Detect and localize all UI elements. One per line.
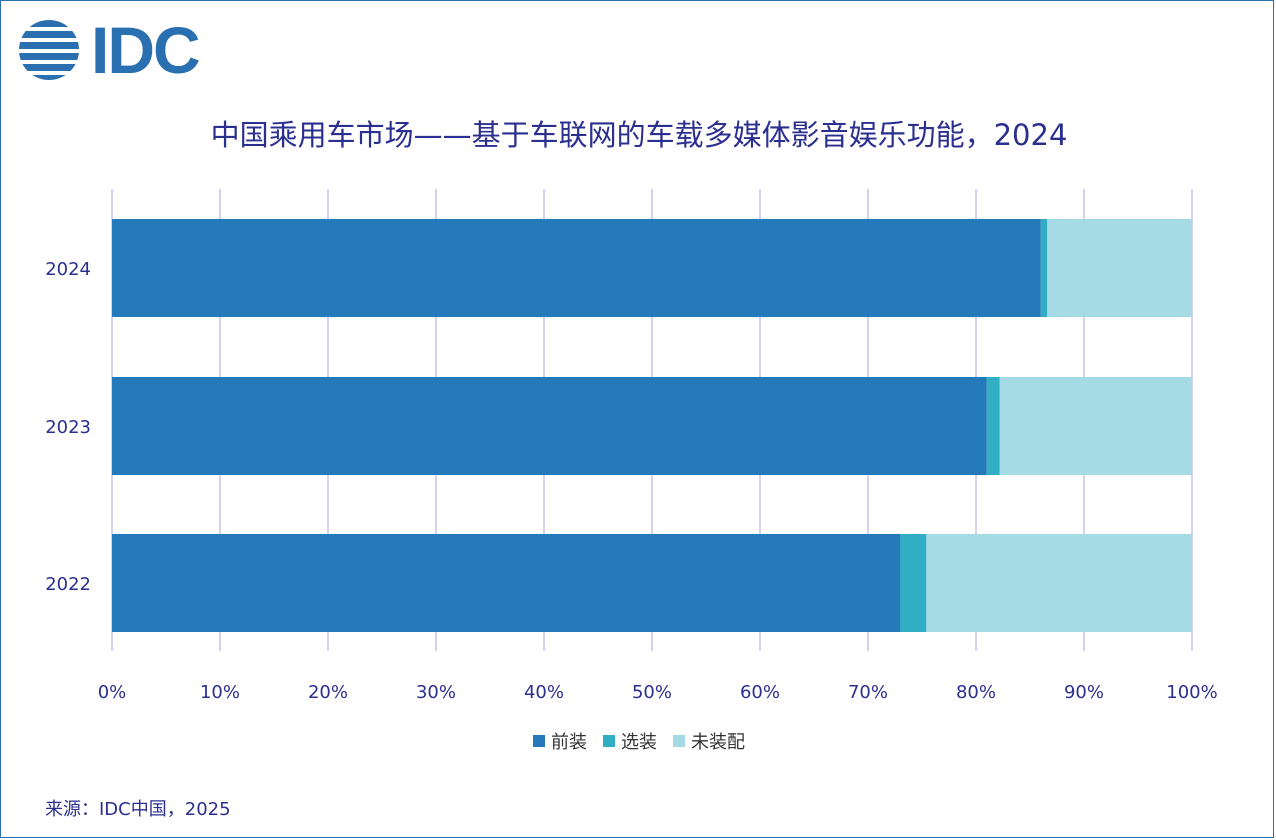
bar-chart: 0% 10% 20% 30% 40% 50% 60% 70% 80% 90% 100% 2024 202… xyxy=(45,189,1218,703)
logo-text: IDC xyxy=(91,13,201,87)
y-category-label: 2022 xyxy=(45,574,91,595)
x-tick-label: 90% xyxy=(1064,682,1104,703)
x-tick-label: 50% xyxy=(632,682,672,703)
bar-segment xyxy=(999,377,1192,475)
x-tick-label: 100% xyxy=(1166,682,1217,703)
x-tick-label: 40% xyxy=(524,682,564,703)
legend-swatch xyxy=(533,735,545,747)
source-note: 来源：IDC中国，2025 xyxy=(45,799,231,820)
x-tick-label: 80% xyxy=(956,682,996,703)
chart-legend: 前装 选装 未装配 xyxy=(1,728,1276,754)
bar-segment xyxy=(112,377,987,475)
legend-item-not-installed: 未装配 xyxy=(673,728,745,754)
legend-item-optional-install: 选装 xyxy=(603,728,657,754)
x-tick-label: 30% xyxy=(416,682,456,703)
legend-label: 选装 xyxy=(621,732,657,753)
legend-swatch xyxy=(603,735,615,747)
x-tick-label: 0% xyxy=(98,682,127,703)
legend-label: 未装配 xyxy=(691,732,745,753)
globe-icon xyxy=(19,20,79,80)
legend-label: 前装 xyxy=(551,732,587,753)
bar-segment xyxy=(986,377,1000,475)
bar-segment xyxy=(926,534,1192,632)
chart-title: 中国乘用车市场——基于车联网的车载多媒体影音娱乐功能，2024 xyxy=(210,118,1068,152)
bar-segment xyxy=(112,534,901,632)
bar-segment xyxy=(112,219,1041,317)
legend-item-front-install: 前装 xyxy=(533,728,587,754)
bar-segment xyxy=(1040,219,1048,317)
y-category-label: 2024 xyxy=(45,259,91,280)
x-tick-label: 10% xyxy=(200,682,240,703)
x-tick-label: 20% xyxy=(308,682,348,703)
bar-segment xyxy=(1047,219,1192,317)
x-tick-label: 70% xyxy=(848,682,888,703)
idc-logo: IDC xyxy=(17,13,201,87)
x-tick-label: 60% xyxy=(740,682,780,703)
y-category-label: 2023 xyxy=(45,417,91,438)
legend-swatch xyxy=(673,735,685,747)
bar-segment xyxy=(900,534,927,632)
